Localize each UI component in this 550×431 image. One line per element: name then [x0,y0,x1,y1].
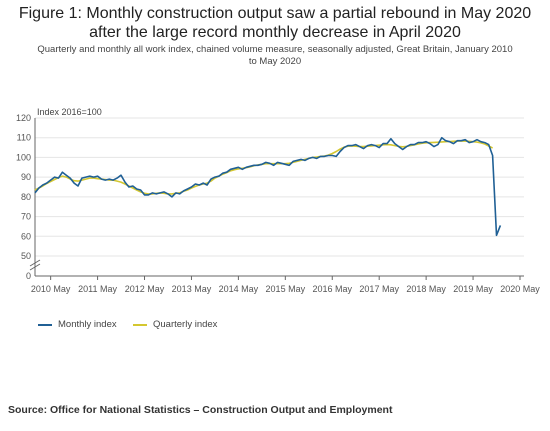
legend-swatch-quarterly [133,323,147,326]
y-tick-label: 70 [21,212,31,222]
series-line-monthly [34,136,502,237]
y-tick-label: 0 [26,271,31,281]
y-tick-label: 50 [21,251,31,261]
legend-label-quarterly: Quarterly index [153,319,218,330]
y-tick-label: 100 [16,152,31,162]
x-tick-label: 2014 May [219,284,259,294]
y-tick-label: 120 [16,113,31,123]
y-tick-label: 110 [17,133,31,143]
x-tick-label: 2016 May [312,284,352,294]
series-line-quarterly [34,140,493,195]
x-tick-label: 2012 May [125,284,165,294]
legend-label-monthly: Monthly index [58,319,117,330]
x-axis: 2010 May 2011 May 2012 May 2013 May 2014 May… [31,275,540,294]
source-note: Source: Office for National Statistics –… [8,404,393,416]
chart-title-line-1: Figure 1: Monthly construction output sa… [18,5,532,22]
chart-subtitle: Quarterly and monthly all work index, ch… [0,44,550,68]
chart-subtitle-line-1: Quarterly and monthly all work index, ch… [37,44,513,55]
x-tick-label: 2019 May [453,284,493,294]
y-axis: 0 50 60 70 80 90 100 110 120 [16,113,41,281]
chart-subtitle-line-2: to May 2020 [248,56,302,67]
legend-swatch-monthly [38,323,52,326]
x-tick-label: 2010 May [31,284,71,294]
y-tick-label: 60 [21,231,31,241]
chart-title-line-2: after the large record monthly decrease … [89,24,461,41]
series-lines [34,136,502,237]
y-axis-label: Index 2016=100 [37,107,102,117]
axis-break-marker [29,259,41,271]
y-tick-label: 80 [21,192,31,202]
x-tick-label: 2017 May [359,284,399,294]
x-tick-label: 2011 May [78,284,117,294]
x-tick-label: 2013 May [172,284,212,294]
x-tick-label: 2020 May [500,284,540,294]
legend-item-monthly: Monthly index [38,319,117,330]
x-tick-label: 2018 May [406,284,446,294]
chart-title: Figure 1: Monthly construction output sa… [0,4,550,42]
legend-item-quarterly: Quarterly index [133,319,217,330]
y-tick-label: 90 [21,172,31,182]
x-tick-label: 2015 May [266,284,306,294]
